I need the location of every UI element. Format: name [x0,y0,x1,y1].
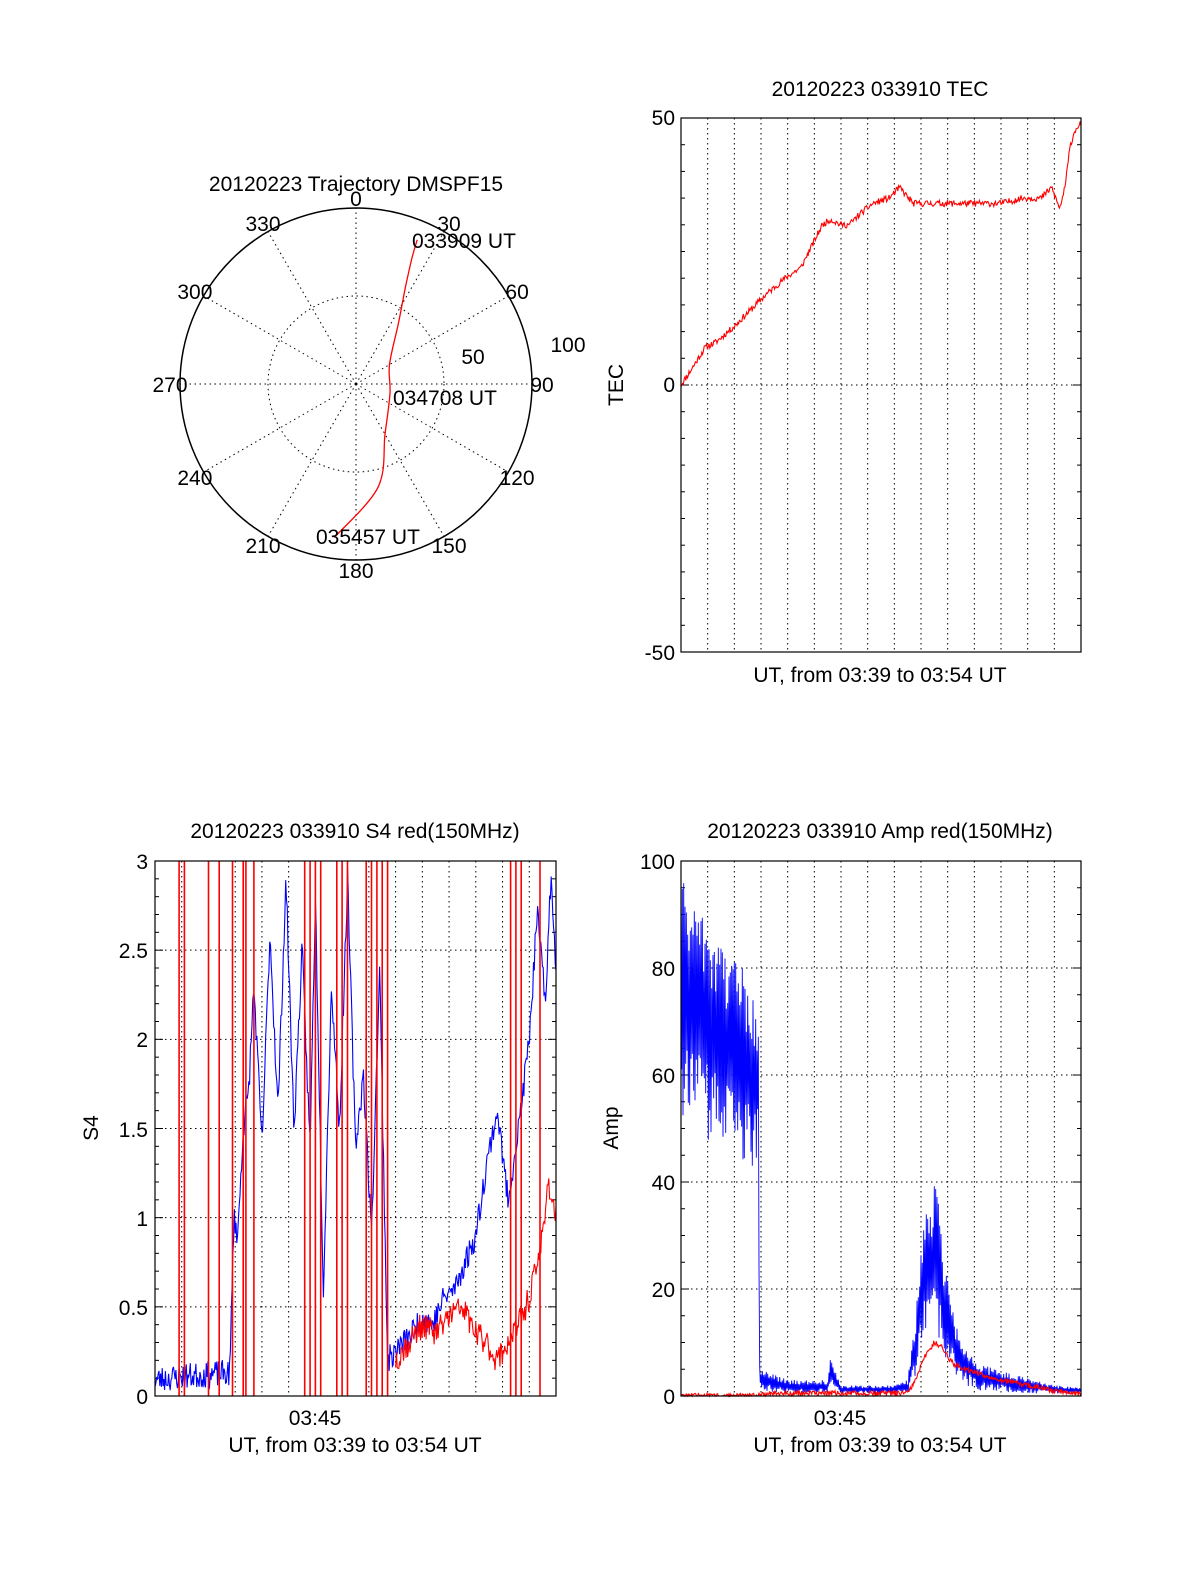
series-0-line [680,121,1082,387]
tec-ylabel: TEC [605,364,628,406]
polar-angle-label-270: 270 [152,374,187,397]
polar-spoke-210 [267,383,357,537]
radial-label-50: 50 [461,346,484,369]
s4-xlabel: UT, from 03:39 to 03:54 UT [228,1434,481,1457]
amp-title: 20120223 033910 Amp red(150MHz) [707,820,1053,843]
radial-label-100: 100 [550,334,585,357]
polar-grid [180,208,532,560]
polar-spoke-330 [267,231,357,385]
s4-ytick-3: 3 [136,851,148,874]
polar-spoke-240 [203,383,357,473]
amp-ytick-80: 80 [652,958,675,981]
s4-xtick-0345: 03:45 [289,1407,342,1430]
s4-panel: 20120223 033910 S4 red(150MHz) 0 0.5 1 1… [80,820,557,1457]
tec-grid [681,118,1081,652]
polar-angle-label-120: 120 [500,467,535,490]
amp-panel: 20120223 033910 Amp red(150MHz) 0 20 40 … [600,820,1082,1457]
amp-ytick-100: 100 [640,851,675,874]
polar-angle-label-30: 30 [437,213,460,236]
polar-grid-circle-50 [267,295,445,473]
series-0-line [154,867,557,1391]
polar-angle-label-60: 60 [505,281,528,304]
tec-panel: 20120223 033910 TEC 50 0 -50 UT, from 03… [605,78,1082,687]
tec-series [680,121,1082,387]
polar-angle-label-180: 180 [338,560,373,583]
tec-ytick-50: 50 [652,107,675,130]
amp-grid [681,861,1081,1396]
series-1-line [395,1178,557,1371]
amp-ylabel: Amp [600,1106,623,1149]
amp-ytick-40: 40 [652,1172,675,1195]
polar-angle-label-330: 330 [245,213,280,236]
polar-angle-label-210: 210 [245,535,280,558]
tec-ytick-neg50: -50 [645,642,675,665]
s4-ytick-0: 0 [136,1386,148,1409]
amp-series [680,883,1082,1398]
polar-angle-labels: 0 30 60 90 120 150 180 210 240 270 300 330 [152,188,553,583]
tec-title: 20120223 033910 TEC [772,78,989,101]
s4-ylabel: S4 [80,1115,103,1141]
tec-plot-frame [680,117,1082,653]
s4-plot-frame [154,860,557,1397]
trajectory-polar-panel: 20120223 Trajectory DMSPF15 0 30 60 90 120 15… [152,173,585,583]
s4-ytick-2.5: 2.5 [119,940,148,963]
s4-ytick-1: 1 [136,1208,148,1231]
polar-angle-label-300: 300 [177,281,212,304]
tec-ytick-0: 0 [663,374,675,397]
series-0-envelope [680,883,1082,1394]
trajectory-start-time: 033909 UT [412,230,516,253]
trajectory-line [333,239,418,538]
trajectory-mid-time: 034708 UT [393,387,497,410]
polar-spoke-300 [203,295,357,385]
amp-minor-ticks [681,860,1081,1397]
amp-xlabel: UT, from 03:39 to 03:54 UT [753,1434,1006,1457]
tec-xlabel: UT, from 03:39 to 03:54 UT [753,664,1006,687]
trajectory-title: 20120223 Trajectory DMSPF15 [209,173,503,196]
s4-title: 20120223 033910 S4 red(150MHz) [190,820,519,843]
polar-angle-label-240: 240 [177,467,212,490]
s4-ytick-1.5: 1.5 [119,1119,148,1142]
amp-ytick-20: 20 [652,1279,675,1302]
s4-series [154,861,557,1396]
amp-ytick-0: 0 [663,1386,675,1409]
s4-ytick-0.5: 0.5 [119,1297,148,1320]
polar-outer-circle [179,207,533,561]
series-1-line [680,1340,1082,1398]
trajectory-end-time: 035457 UT [316,526,420,549]
amp-ytick-60: 60 [652,1065,675,1088]
amp-xtick-0345: 03:45 [814,1407,867,1430]
polar-angle-label-90: 90 [530,374,553,397]
s4-ytick-2: 2 [136,1029,148,1052]
polar-angle-label-0: 0 [350,188,362,211]
polar-angle-label-150: 150 [431,535,466,558]
amp-plot-frame [680,860,1082,1397]
